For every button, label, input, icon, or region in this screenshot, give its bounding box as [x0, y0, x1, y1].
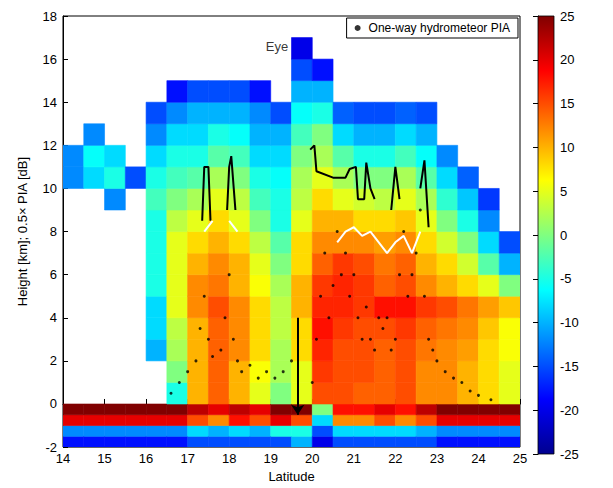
svg-text:16: 16 [139, 451, 153, 466]
svg-text:-20: -20 [560, 403, 579, 418]
svg-text:18: 18 [222, 451, 236, 466]
svg-text:15: 15 [560, 96, 574, 111]
svg-text:16: 16 [43, 52, 57, 67]
svg-text:4: 4 [50, 310, 57, 325]
svg-text:18: 18 [43, 9, 57, 24]
svg-text:20: 20 [560, 52, 574, 67]
svg-text:One-way hydrometeor PIA: One-way hydrometeor PIA [369, 21, 510, 35]
svg-text:-15: -15 [560, 359, 579, 374]
svg-text:10: 10 [560, 140, 574, 155]
svg-text:-10: -10 [560, 315, 579, 330]
svg-text:6: 6 [50, 267, 57, 282]
svg-text:22: 22 [388, 451, 402, 466]
svg-text:-5: -5 [560, 271, 572, 286]
svg-text:12: 12 [43, 138, 57, 153]
svg-text:23: 23 [430, 451, 444, 466]
svg-text:-2: -2 [45, 439, 57, 455]
svg-text:20: 20 [305, 451, 319, 466]
svg-text:15: 15 [97, 451, 111, 466]
svg-text:Height [km]; 0.5× PIA [dB]: Height [km]; 0.5× PIA [dB] [15, 157, 30, 306]
svg-text:10: 10 [43, 181, 57, 196]
svg-text:-25: -25 [560, 447, 579, 462]
svg-text:Eye: Eye [266, 39, 288, 54]
svg-text:25: 25 [513, 451, 527, 466]
svg-text:21: 21 [347, 451, 361, 466]
svg-text:8: 8 [50, 224, 57, 239]
svg-text:24: 24 [471, 451, 485, 466]
svg-text:0: 0 [560, 228, 567, 243]
svg-text:19: 19 [263, 451, 277, 466]
svg-text:17: 17 [180, 451, 194, 466]
svg-text:14: 14 [56, 451, 70, 466]
svg-text:14: 14 [43, 95, 57, 110]
svg-text:2: 2 [50, 353, 57, 368]
svg-text:25: 25 [560, 9, 574, 24]
svg-text:0: 0 [50, 396, 57, 411]
svg-text:Latitude: Latitude [268, 469, 314, 484]
svg-text:5: 5 [560, 184, 567, 199]
